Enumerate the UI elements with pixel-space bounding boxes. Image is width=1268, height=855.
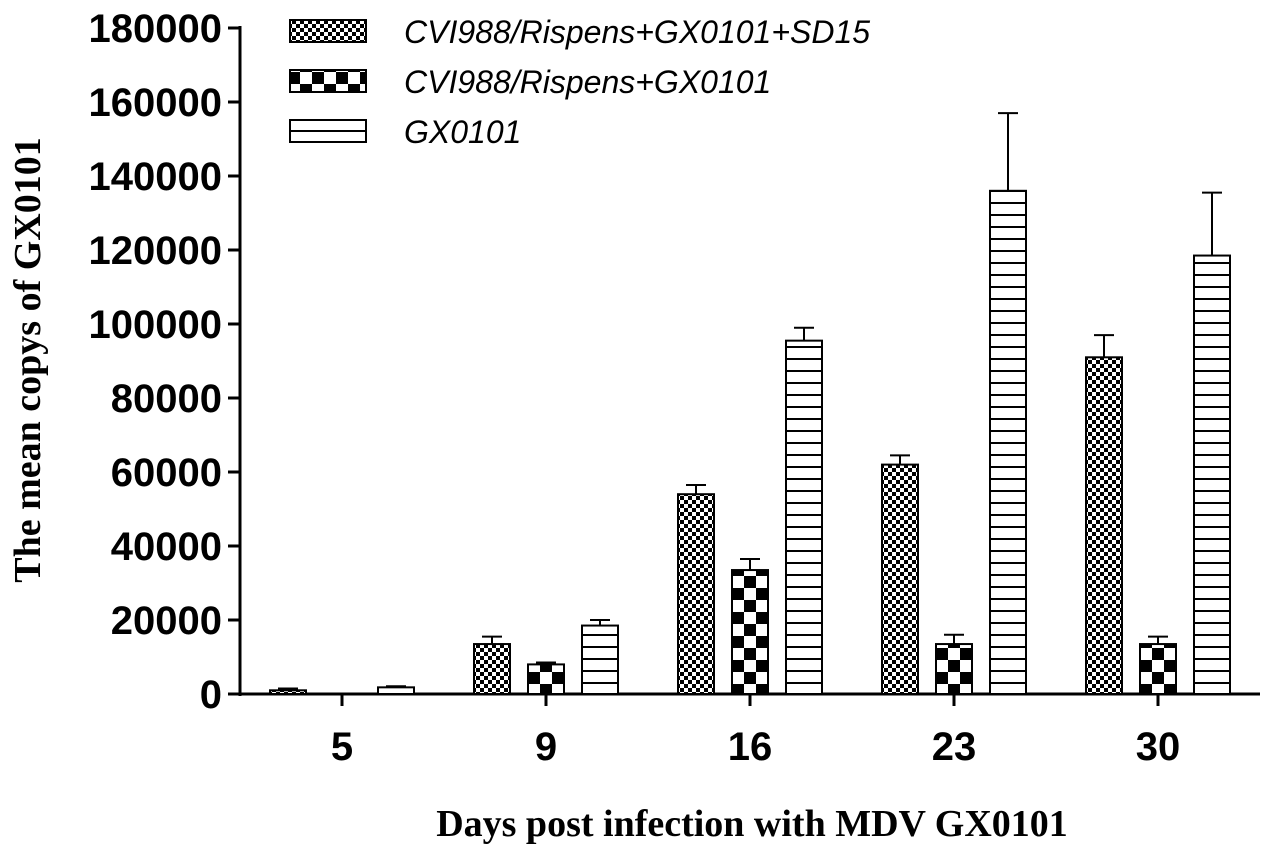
x-tick-label: 16 — [728, 725, 773, 769]
bar-coarse-checker-23 — [935, 643, 973, 695]
y-tick-label: 100000 — [89, 303, 222, 347]
bar-horizontal-lines-5 — [377, 686, 415, 696]
x-axis: 5 9 16 23 30 — [240, 692, 1260, 769]
y-tick-label: 180000 — [89, 7, 222, 51]
bar-coarse-checker-30 — [1139, 643, 1177, 695]
y-tick-label: 140000 — [89, 155, 222, 199]
legend-label: CVI988/Rispens+GX0101 — [404, 64, 771, 100]
bar-horizontal-lines-16 — [785, 339, 823, 695]
bar-fine-checker-23 — [881, 463, 919, 695]
y-axis-label: The mean copys of GX0101 — [7, 137, 49, 582]
legend-label: CVI988/Rispens+GX0101+SD15 — [404, 14, 870, 50]
x-axis-label: Days post infection with MDV GX0101 — [436, 803, 1068, 845]
x-tick-label: 9 — [535, 725, 557, 769]
bar-coarse-checker-16 — [731, 569, 769, 695]
y-tick-label: 0 — [200, 673, 222, 717]
y-tick-label: 60000 — [111, 451, 222, 495]
legend: CVI988/Rispens+GX0101+SD15 CVI988/Rispens… — [289, 14, 870, 150]
y-tick-label: 40000 — [111, 525, 222, 569]
bar-horizontal-lines-23 — [989, 189, 1027, 696]
bar-horizontal-lines-9 — [581, 624, 619, 695]
y-tick-label: 120000 — [89, 229, 222, 273]
y-tick-label: 80000 — [111, 377, 222, 421]
legend-label: GX0101 — [404, 114, 521, 150]
legend-swatch-horizontal-lines — [289, 119, 367, 143]
y-axis: 0 20000 40000 60000 80000 100000 120000 140000 1… — [89, 7, 242, 717]
bar-coarse-checker-9 — [527, 663, 565, 696]
bar-fine-checker-16 — [677, 493, 715, 696]
y-tick-label: 160000 — [89, 81, 222, 125]
bar-fine-checker-9 — [473, 643, 511, 695]
legend-swatch-coarse-checker — [289, 69, 367, 93]
bar-horizontal-lines-30 — [1193, 254, 1231, 696]
y-tick-label: 20000 — [111, 599, 222, 643]
bars — [269, 112, 1231, 696]
x-tick-label: 23 — [932, 725, 977, 769]
bar-fine-checker-30 — [1085, 356, 1123, 695]
legend-swatch-fine-checker — [289, 19, 367, 43]
bar-fine-checker-5 — [269, 689, 307, 695]
x-tick-label: 5 — [331, 725, 353, 769]
x-tick-label: 30 — [1136, 725, 1181, 769]
